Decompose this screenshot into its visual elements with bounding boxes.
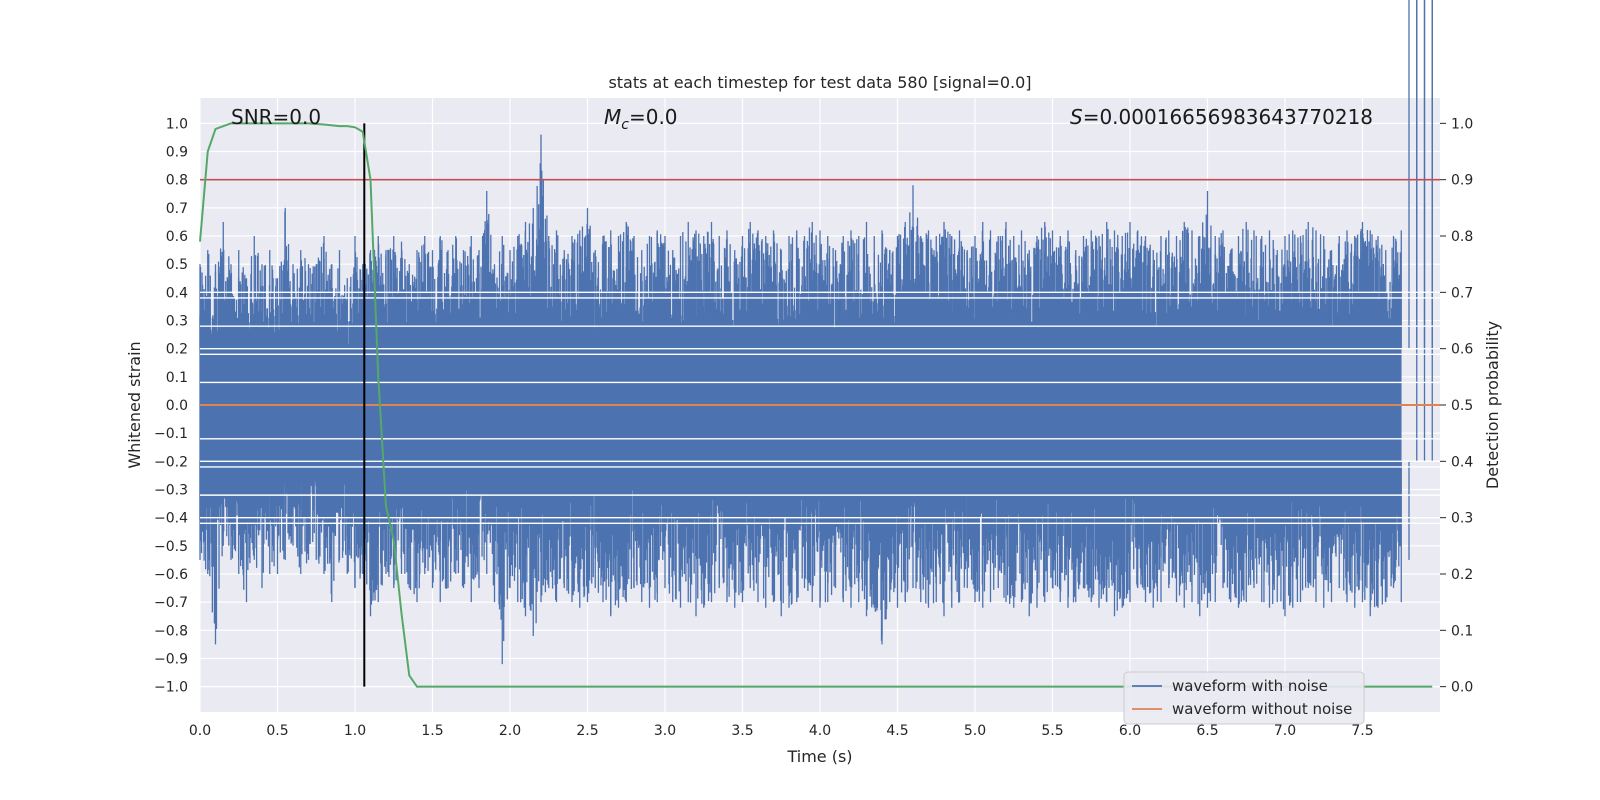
- waveform-with-noise-layer: [199, 0, 1433, 665]
- y2-tick-label: 0.2: [1451, 567, 1473, 583]
- x-axis-ticks: 0.0 0.5 1.0 1.5 2.0 2.5 3.0 3.5 4.0 4.5 5.0 5.5 6.0 6…: [189, 723, 1374, 739]
- y-tick-label: 0.2: [166, 342, 188, 358]
- legend-label-noise: waveform with noise: [1172, 677, 1328, 695]
- chart-title: stats at each timestep for test data 580…: [608, 73, 1031, 92]
- y2-tick-label: 0.5: [1451, 398, 1473, 414]
- y-tick-label: −0.9: [154, 651, 188, 667]
- x-tick-label: 5.5: [1041, 723, 1063, 739]
- y-tick-label: −0.3: [154, 482, 188, 498]
- y-tick-label: 0.0: [166, 398, 188, 414]
- y2-tick-label: 0.6: [1451, 342, 1473, 358]
- y2-tick-label: 0.1: [1451, 623, 1473, 639]
- y-tick-label: 0.9: [166, 145, 188, 161]
- x-tick-label: 4.0: [809, 723, 831, 739]
- y-tick-label: −0.4: [154, 511, 188, 527]
- x-tick-label: 3.0: [654, 723, 676, 739]
- s-value: =0.00016656983643770218: [1083, 105, 1373, 129]
- x-tick-label: 0.0: [189, 723, 211, 739]
- y-tick-label: 0.5: [166, 257, 188, 273]
- y2-tick-label: 0.3: [1451, 511, 1473, 527]
- y-tick-label: 0.6: [166, 229, 188, 245]
- y2-tick-label: 0.4: [1451, 454, 1473, 470]
- mc-subscript: c: [621, 117, 629, 133]
- mc-value: =0.0: [629, 105, 678, 129]
- y-tick-label: −0.8: [154, 623, 188, 639]
- y-tick-label: −0.2: [154, 454, 188, 470]
- y2-tick-label: 0.8: [1451, 229, 1473, 245]
- x-tick-label: 7.0: [1274, 723, 1296, 739]
- legend-box: [1123, 671, 1365, 725]
- x-tick-label: 1.0: [344, 723, 366, 739]
- y-tick-label: −0.5: [154, 539, 188, 555]
- y-tick-label: 0.1: [166, 370, 188, 386]
- y-tick-label: −1.0: [154, 680, 188, 696]
- x-axis-label: Time (s): [786, 747, 852, 766]
- x-tick-label: 2.0: [499, 723, 521, 739]
- legend-label-clean: waveform without noise: [1172, 700, 1352, 718]
- x-tick-label: 0.5: [266, 723, 288, 739]
- y-tick-label: 0.8: [166, 173, 188, 189]
- chirp-mass-annotation: Mc=0.0: [604, 105, 678, 133]
- mc-symbol: M: [604, 105, 621, 129]
- y-tick-label: −0.1: [154, 426, 188, 442]
- y2-tick-label: 0.7: [1451, 285, 1473, 301]
- left-axis-ticks: 1.0 0.9 0.8 0.7 0.6 0.5 0.4 0.3 0.2 0.1 0.0 −0.1 −0.…: [154, 116, 188, 695]
- x-tick-label: 6.5: [1196, 723, 1218, 739]
- x-tick-label: 5.0: [964, 723, 986, 739]
- legend: waveform with noise waveform without noi…: [1123, 671, 1365, 725]
- score-annotation: S=0.00016656983643770218: [1070, 105, 1373, 129]
- waveform-with-noise-line: [199, 163, 1402, 642]
- detection-probability-line: [199, 122, 1433, 688]
- y2-tick-label: 0.9: [1451, 173, 1473, 189]
- y-tick-label: 0.3: [166, 314, 188, 330]
- snr-annotation: SNR=0.0: [231, 105, 321, 129]
- right-axis-ticks: 1.0 0.9 0.8 0.7 0.6 0.5 0.4 0.3 0.2 0.1 0.0: [1440, 116, 1473, 696]
- x-tick-label: 6.0: [1119, 723, 1141, 739]
- y-tick-label: 0.7: [166, 201, 188, 217]
- s-symbol: S: [1070, 105, 1083, 129]
- y-tick-label: 1.0: [166, 116, 188, 132]
- x-tick-label: 3.5: [731, 723, 753, 739]
- x-tick-label: 2.5: [576, 723, 598, 739]
- lines-layer: [199, 122, 1440, 688]
- y-tick-label: −0.7: [154, 595, 188, 611]
- y2-tick-label: 1.0: [1451, 116, 1473, 132]
- y-tick-label: −0.6: [154, 567, 188, 583]
- y-axis-label: Whitened strain: [125, 341, 144, 468]
- y2-tick-label: 0.0: [1451, 680, 1473, 696]
- x-tick-label: 7.5: [1351, 723, 1373, 739]
- x-tick-label: 4.5: [886, 723, 908, 739]
- y-tick-label: 0.4: [166, 285, 188, 301]
- y2-axis-label: Detection probability: [1483, 321, 1502, 489]
- x-tick-label: 1.5: [421, 723, 443, 739]
